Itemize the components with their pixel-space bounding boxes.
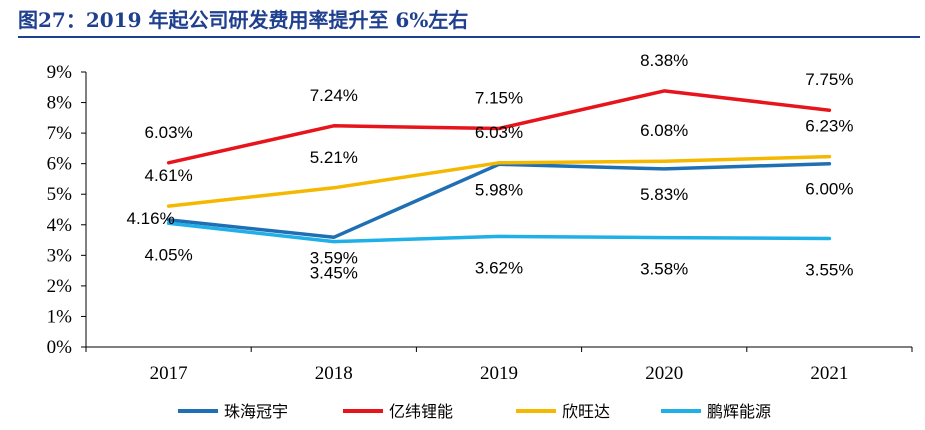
x-tick-label: 2020 (645, 363, 683, 384)
x-tick-label: 2018 (315, 363, 353, 384)
legend-label: 欣旺达 (562, 402, 610, 421)
y-tick-label: 9% (47, 62, 73, 83)
data-label: 6.08% (640, 121, 688, 140)
y-tick-label: 6% (47, 154, 73, 175)
data-label: 6.00% (805, 180, 853, 199)
data-label: 6.03% (475, 123, 523, 142)
data-label: 7.15% (475, 89, 523, 108)
y-tick-label: 7% (47, 123, 73, 144)
legend-label: 亿纬锂能 (389, 402, 453, 421)
data-label: 5.83% (640, 185, 688, 204)
series-line-3 (166, 221, 832, 244)
data-label: 6.23% (805, 117, 853, 136)
data-label: 7.75% (805, 70, 853, 89)
chart-data-labels: 4.16% 3.59% 5.98% 5.83% 6.00% 6.03% 7.24% 7.15%… (126, 51, 853, 283)
data-label: 3.59% (310, 248, 358, 267)
y-tick-label: 5% (47, 184, 73, 205)
data-label: 8.38% (640, 51, 688, 70)
y-tick-label: 3% (47, 245, 73, 266)
legend-label: 珠海冠宇 (224, 402, 288, 421)
chart-legend: 珠海冠宇 亿纬锂能 欣旺达 鹏辉能源 (178, 402, 771, 421)
data-label: 4.16% (126, 209, 174, 228)
data-label: 3.58% (640, 260, 688, 279)
chart-series-lines (166, 89, 832, 244)
y-tick-label: 8% (47, 93, 73, 114)
legend-label: 鹏辉能源 (707, 402, 771, 421)
y-tick-label: 1% (47, 306, 73, 327)
x-tick-label: 2021 (810, 363, 848, 384)
data-label: 5.21% (310, 148, 358, 167)
data-label: 3.45% (310, 264, 358, 283)
series-line-2 (166, 154, 832, 208)
figure-title: 图27：2019 年起公司研发费用率提升至 6%左右 (18, 8, 469, 32)
series-line-1 (166, 89, 832, 165)
title-rule (18, 36, 920, 38)
data-label: 3.62% (475, 258, 523, 277)
chart-axes: 0% 1% 2% 3% 4% 5% 6% 7% 8% 9% 2017 2018 2019 2020 2021 (47, 62, 913, 384)
y-tick-label: 0% (47, 337, 73, 358)
data-label: 7.24% (310, 86, 358, 105)
data-label: 6.03% (144, 123, 192, 142)
x-tick-label: 2017 (150, 363, 188, 384)
y-tick-label: 2% (47, 276, 73, 297)
data-label: 5.98% (475, 180, 523, 199)
y-tick-label: 4% (47, 215, 73, 236)
data-label: 4.61% (144, 166, 192, 185)
x-tick-label: 2019 (480, 363, 518, 384)
data-label: 3.55% (805, 261, 853, 280)
data-label: 4.05% (144, 245, 192, 264)
series-line-0 (166, 161, 832, 240)
